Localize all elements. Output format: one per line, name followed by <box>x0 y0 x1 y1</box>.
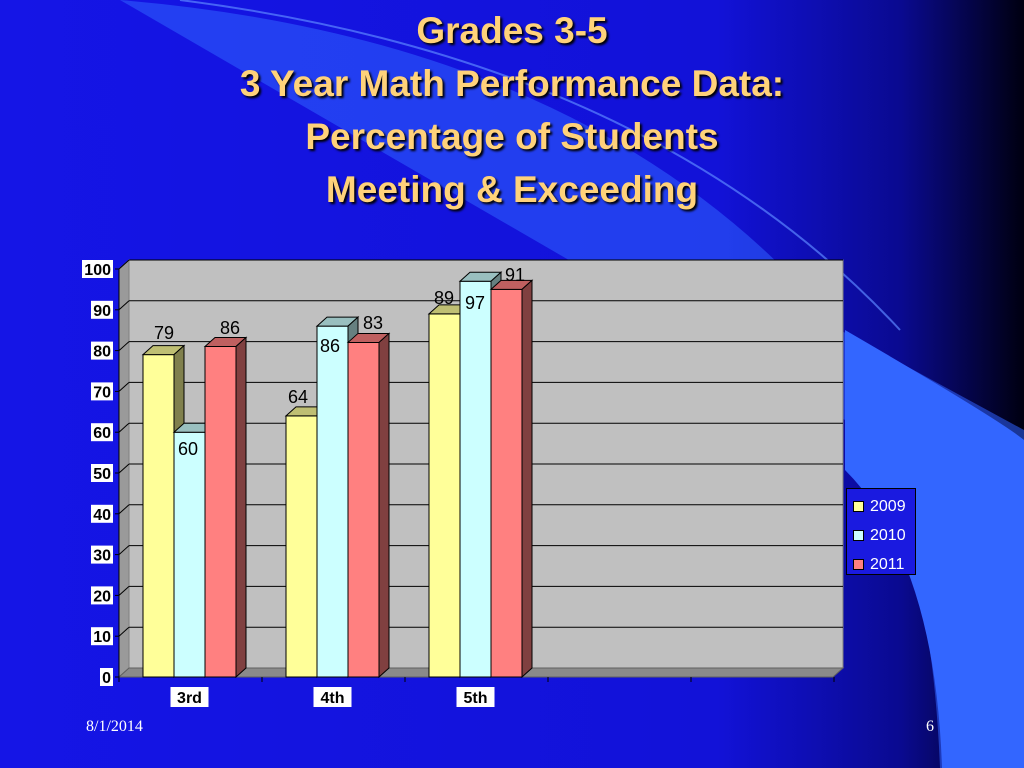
gridline-side-10 <box>118 626 130 637</box>
gridline-side-100 <box>118 259 130 270</box>
bar-4th-2010 <box>316 325 349 678</box>
title-line-3: Percentage of Students <box>305 116 719 157</box>
slide-date: 8/1/2014 <box>86 718 143 735</box>
bar-side-4th-2011 <box>378 332 390 679</box>
title-line-2: 3 Year Math Performance Data: <box>239 63 785 104</box>
legend-label-2010: 2010 <box>870 526 906 544</box>
y-tick-label-50: 50 <box>93 466 111 483</box>
bar-5th-2011 <box>490 288 523 678</box>
gridline-side-20 <box>118 586 130 596</box>
legend-swatch-2011 <box>853 559 864 570</box>
title-line-1: Grades 3-5 <box>416 10 608 51</box>
y-tick-label-0: 0 <box>102 670 111 687</box>
data-label-5th-2010: 97 <box>465 293 485 313</box>
data-label-5th-2011: 91 <box>505 265 525 285</box>
x-label-bg-4th <box>313 687 352 707</box>
x-label-bg-5th <box>456 687 495 707</box>
bar-5th-2010 <box>459 280 492 678</box>
y-tick-bg-70 <box>91 382 113 401</box>
data-label-5th-2009: 89 <box>434 288 454 308</box>
chart-legend: 2009 2010 2011 <box>846 488 916 575</box>
y-tick-bg-100 <box>82 260 113 278</box>
data-label-4th-2010: 86 <box>320 336 340 356</box>
y-tick-bg-40 <box>91 504 113 523</box>
data-label-3rd-2011: 86 <box>220 318 240 338</box>
gridline-side-40 <box>118 504 130 515</box>
y-tick-bg-30 <box>91 545 113 564</box>
bar-side-3rd-2011 <box>235 336 247 679</box>
gridline-side-70 <box>118 382 130 392</box>
slide-page-number: 6 <box>926 718 934 735</box>
y-tick-label-30: 30 <box>93 548 111 565</box>
bar-5th-2009 <box>428 313 461 678</box>
x-label-5th: 5th <box>464 690 488 707</box>
y-tick-label-80: 80 <box>93 344 111 361</box>
slide-title: Grades 3-5 3 Year Math Performance Data:… <box>0 4 1024 216</box>
legend-item-2009: 2009 <box>853 492 915 521</box>
y-tick-label-70: 70 <box>93 384 111 401</box>
y-tick-label-40: 40 <box>93 507 111 524</box>
y-tick-label-100: 100 <box>84 262 111 279</box>
gridline-side-90 <box>118 300 130 311</box>
gridline-side-30 <box>118 545 130 555</box>
y-tick-label-60: 60 <box>93 425 111 442</box>
legend-item-2010: 2010 <box>853 521 915 550</box>
y-tick-bg-90 <box>91 300 113 319</box>
bar-3rd-2009 <box>142 354 175 678</box>
data-label-3rd-2010: 60 <box>178 439 198 459</box>
legend-label-2009: 2009 <box>870 497 906 515</box>
bar-4th-2009 <box>285 415 318 678</box>
legend-swatch-2010 <box>853 530 864 541</box>
data-label-4th-2011: 83 <box>363 313 383 333</box>
bar-3rd-2010 <box>173 431 206 678</box>
y-tick-bg-50 <box>91 464 113 482</box>
gridline-side-80 <box>118 341 130 351</box>
x-label-3rd: 3rd <box>177 690 202 707</box>
y-tick-bg-20 <box>91 586 113 605</box>
y-tick-bg-0 <box>100 668 113 686</box>
y-tick-label-10: 10 <box>93 629 111 646</box>
legend-label-2011: 2011 <box>870 555 905 573</box>
y-tick-label-90: 90 <box>93 303 111 320</box>
bar-3rd-2011 <box>204 346 237 678</box>
title-line-4: Meeting & Exceeding <box>325 169 699 210</box>
bar-side-5th-2011 <box>521 279 533 679</box>
legend-swatch-2009 <box>853 501 864 512</box>
gridline-side-50 <box>118 463 130 474</box>
data-label-3rd-2009: 79 <box>154 323 174 343</box>
y-tick-bg-10 <box>91 627 113 646</box>
x-label-bg-3rd <box>170 687 209 707</box>
legend-item-2011: 2011 <box>853 550 915 579</box>
y-tick-label-20: 20 <box>93 588 111 605</box>
data-label-4th-2009: 64 <box>288 387 308 407</box>
y-tick-bg-80 <box>91 341 113 360</box>
y-tick-bg-60 <box>91 423 113 442</box>
gridline-side-60 <box>118 422 130 433</box>
bar-4th-2011 <box>347 341 380 678</box>
x-label-4th: 4th <box>321 690 345 707</box>
